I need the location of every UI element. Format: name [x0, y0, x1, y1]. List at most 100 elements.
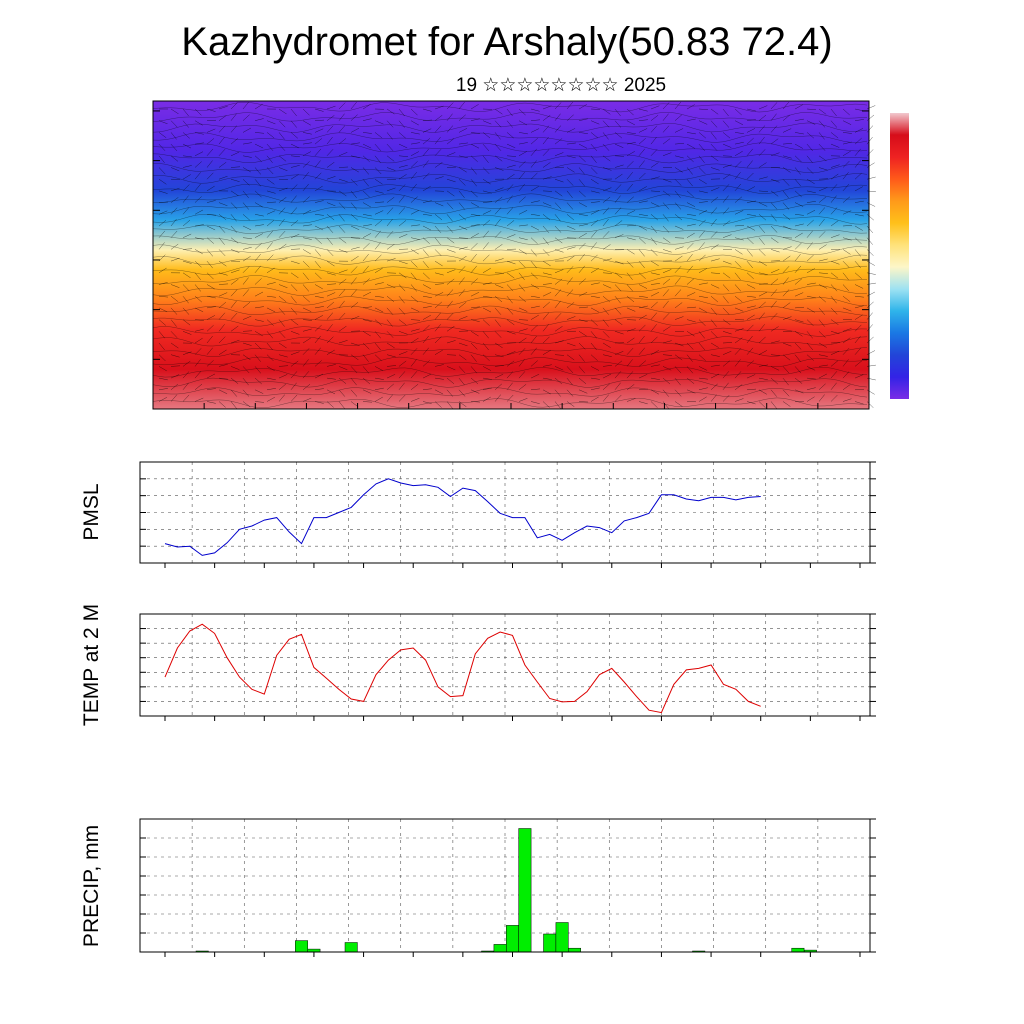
wind-barb	[830, 284, 838, 292]
wind-barb	[686, 265, 693, 273]
wind-barb	[350, 342, 360, 346]
wind-barb	[422, 284, 432, 289]
wind-barb	[842, 120, 852, 125]
wind-barb	[590, 132, 599, 139]
wind-barb	[326, 349, 335, 355]
wind-barb	[434, 225, 442, 233]
wind-barb	[218, 125, 226, 133]
wind-barb	[638, 324, 646, 332]
wind-barb	[542, 350, 551, 355]
wind-barb	[542, 401, 550, 408]
wind-barb	[854, 335, 861, 344]
wind-barb	[842, 160, 850, 168]
wind-barb	[710, 120, 718, 128]
wind-barb	[362, 389, 372, 394]
wind-flow-line	[152, 244, 868, 255]
wind-barb	[182, 351, 192, 355]
wind-barb	[494, 354, 504, 358]
wind-barb	[446, 278, 455, 285]
wind-barb	[422, 119, 433, 121]
wind-barb	[818, 354, 828, 357]
wind-barb	[746, 160, 753, 168]
wind-barb	[662, 152, 672, 157]
wind-barb	[542, 176, 552, 180]
wind-barb	[302, 108, 310, 116]
wind-barb	[470, 342, 478, 350]
wind-barb	[518, 398, 528, 402]
wind-barb	[602, 244, 611, 250]
wind-barb	[578, 354, 585, 362]
wind-barb	[734, 224, 745, 227]
wind-barb	[626, 359, 633, 367]
wind-barb	[854, 389, 865, 391]
wind-barb	[206, 160, 213, 168]
wind-barb	[686, 190, 694, 198]
wind-barb	[578, 167, 585, 175]
wind-barb	[806, 143, 813, 152]
wind-barb	[458, 190, 465, 199]
wind-barb	[254, 306, 264, 309]
wind-barb	[470, 331, 479, 337]
wind-barb	[578, 118, 588, 121]
wind-barb	[662, 401, 669, 409]
wind-barb	[350, 128, 360, 133]
wind-barb	[350, 256, 359, 262]
wind-barb	[326, 401, 334, 408]
wind-barb	[254, 132, 265, 134]
wind-flow-line	[152, 397, 868, 408]
wind-barb	[794, 306, 805, 309]
wind-barb	[830, 108, 837, 117]
wind-barb	[218, 202, 228, 207]
wind-barb	[758, 249, 766, 256]
wind-barb	[266, 307, 276, 313]
wind-barb	[746, 186, 756, 192]
wind-barb	[326, 364, 336, 367]
wind-barb	[806, 155, 813, 163]
wind-barb	[338, 202, 346, 210]
wind-barb	[338, 312, 346, 320]
wind-barb	[350, 401, 359, 408]
wind-barb	[806, 201, 816, 203]
wind-barb	[854, 225, 863, 231]
wind-barb	[518, 328, 528, 332]
wind-barb	[614, 331, 624, 335]
wind-barb	[662, 389, 669, 397]
wind-barb	[158, 397, 168, 402]
wind-barb	[626, 296, 635, 303]
wind-barb	[182, 272, 191, 278]
wind-barb	[830, 173, 839, 180]
wind-barb	[494, 108, 503, 115]
wind-barb	[626, 224, 637, 227]
wind-barb	[530, 186, 539, 192]
wind-barb	[230, 289, 238, 297]
wind-barb	[590, 190, 600, 194]
wind-barb	[338, 269, 348, 274]
wind-barb	[662, 269, 672, 274]
wind-barb	[662, 138, 671, 145]
wind-barb	[710, 354, 720, 357]
wind-barb	[830, 234, 840, 238]
wind-barb	[662, 312, 670, 320]
wind-barb	[722, 234, 732, 238]
wind-barb	[242, 246, 252, 250]
wind-barb	[494, 342, 503, 348]
wind-barb	[182, 195, 189, 203]
wind-barb	[506, 382, 513, 390]
wind-barb	[182, 233, 192, 238]
wind-barb	[410, 120, 419, 126]
wind-barb	[782, 277, 789, 285]
wind-barb	[830, 342, 841, 344]
wind-barb	[350, 237, 361, 239]
wind-barb	[698, 295, 708, 299]
wind-barb	[446, 202, 454, 210]
wind-barb	[686, 232, 695, 238]
wind-barb	[374, 132, 383, 139]
wind-barb	[710, 143, 718, 151]
wind-barb	[230, 401, 237, 409]
wind-barb	[590, 254, 598, 262]
wind-barb	[350, 377, 357, 386]
wind-barb	[602, 218, 609, 227]
wind-barb	[170, 132, 177, 140]
wind-barb	[830, 132, 839, 139]
wind-barb	[578, 155, 586, 163]
